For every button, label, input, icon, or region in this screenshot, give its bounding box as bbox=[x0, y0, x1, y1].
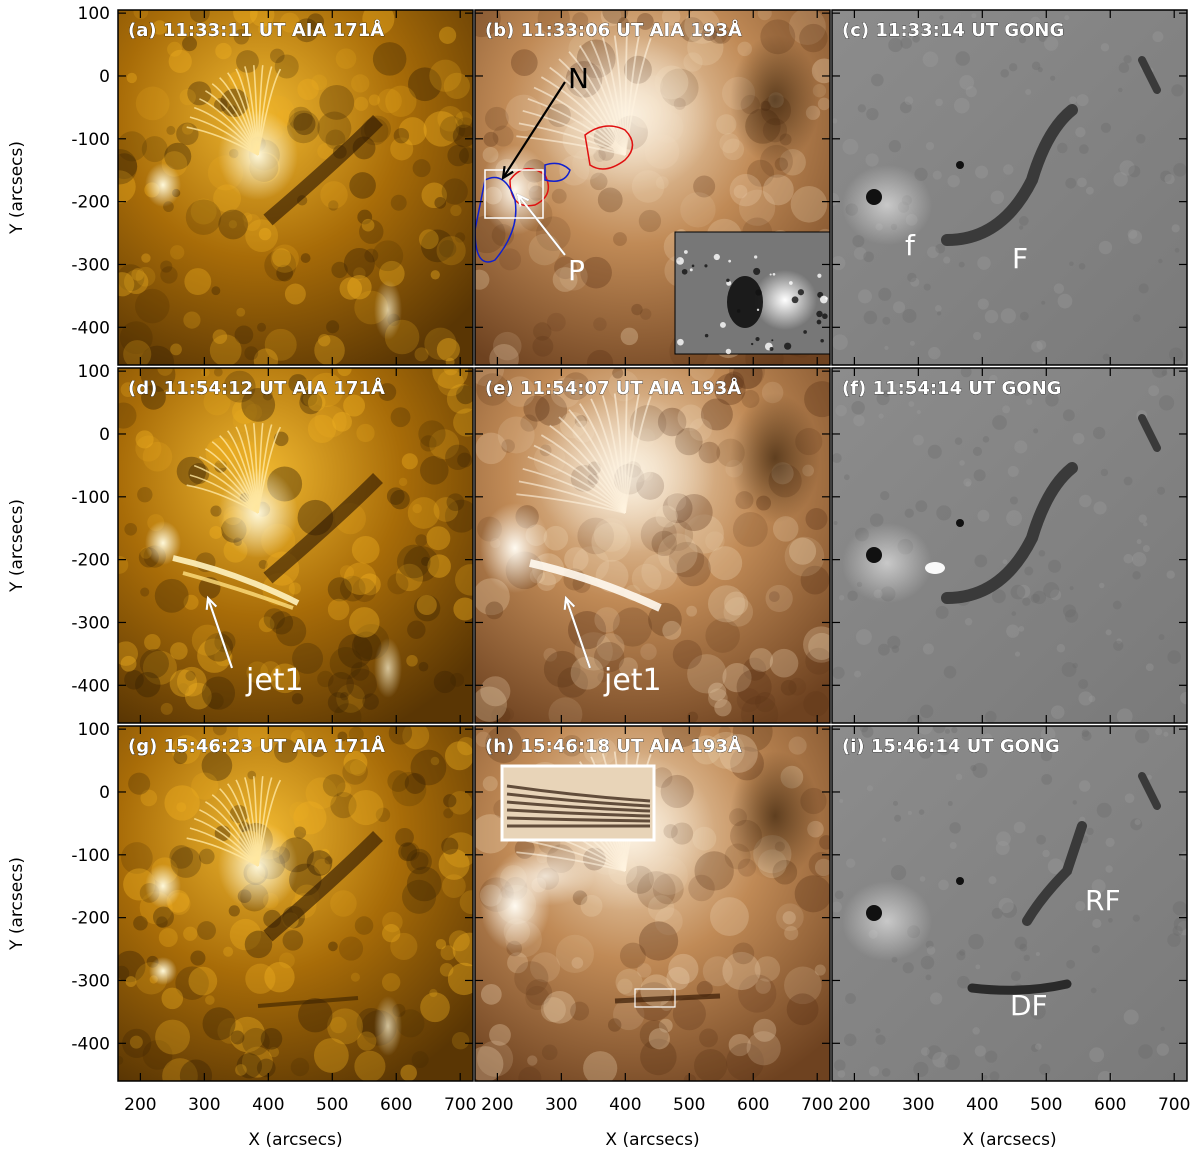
y-tick-label: 0 bbox=[99, 67, 110, 87]
label-P: P bbox=[568, 254, 585, 287]
panel-frame bbox=[474, 9, 831, 366]
x-tick-label: 600 bbox=[380, 1095, 412, 1115]
sunspot bbox=[866, 189, 882, 205]
x-tick-label: 300 bbox=[188, 1095, 220, 1115]
y-tick-label: -300 bbox=[71, 613, 110, 633]
arrow-P-white bbox=[517, 194, 566, 256]
sunspot bbox=[866, 905, 882, 921]
y-tick-label: -100 bbox=[71, 130, 110, 150]
x-tick-label: 200 bbox=[124, 1095, 156, 1115]
x-tick-label: 400 bbox=[609, 1095, 641, 1115]
y-tick-label: 100 bbox=[78, 4, 110, 24]
y-tick-label: 100 bbox=[78, 362, 110, 382]
label-RF: RF bbox=[1085, 884, 1121, 917]
y-tick-label: -200 bbox=[71, 909, 110, 929]
y-tick-label: -200 bbox=[71, 193, 110, 213]
panel-title-g: (g) 15:46:23 UT AIA 171Å bbox=[128, 734, 385, 757]
panel-title-a: (a) 11:33:11 UT AIA 171Å bbox=[128, 18, 384, 41]
panel-frame bbox=[117, 367, 474, 724]
remaining-filament bbox=[1022, 821, 1087, 926]
x-tick-label: 500 bbox=[316, 1095, 348, 1115]
y-tick-label: -300 bbox=[71, 255, 110, 275]
x-tick-label: 200 bbox=[481, 1095, 513, 1115]
y-axis-label: Y (arcsecs) bbox=[7, 857, 27, 951]
filament bbox=[941, 462, 1078, 604]
panel-i: (i) 15:46:14 UT GONG bbox=[831, 725, 1188, 1082]
panel-title-c: (c) 11:33:14 UT GONG bbox=[842, 20, 1064, 41]
y-tick-label: -400 bbox=[71, 1034, 110, 1054]
x-tick-label: 600 bbox=[1094, 1095, 1126, 1115]
x-axis-label: X (arcsecs) bbox=[962, 1130, 1056, 1150]
panel-frame bbox=[474, 367, 831, 724]
x-tick-label: 400 bbox=[252, 1095, 284, 1115]
panel-frame bbox=[117, 9, 474, 366]
panel-g: (g) 15:46:23 UT AIA 171Å bbox=[117, 725, 474, 1082]
y-tick-label: -300 bbox=[71, 971, 110, 991]
label-f: f bbox=[905, 229, 916, 262]
x-tick-label: 600 bbox=[737, 1095, 769, 1115]
y-tick-label: -400 bbox=[71, 318, 110, 338]
x-tick-label: 700 bbox=[444, 1095, 476, 1115]
y-tick-label: -100 bbox=[71, 488, 110, 508]
y-tick-label: 0 bbox=[99, 783, 110, 803]
panel-frame bbox=[474, 725, 831, 1082]
x-axis-label: X (arcsecs) bbox=[605, 1130, 699, 1150]
y-tick-label: -200 bbox=[71, 551, 110, 571]
x-tick-label: 500 bbox=[1030, 1095, 1062, 1115]
panel-b: (b) 11:33:06 UT AIA 193Å bbox=[474, 9, 831, 366]
panel-title-d: (d) 11:54:12 UT AIA 171Å bbox=[128, 376, 385, 399]
y-axis-label: Y (arcsecs) bbox=[7, 141, 27, 235]
positive-contour bbox=[584, 125, 634, 170]
panel-frame bbox=[831, 9, 1188, 366]
label-jet1-d: jet1 bbox=[245, 663, 304, 698]
label-jet1-e: jet1 bbox=[603, 663, 662, 698]
panel-frame bbox=[117, 725, 474, 1082]
x-tick-label: 500 bbox=[673, 1095, 705, 1115]
y-tick-label: -400 bbox=[71, 676, 110, 696]
zoom-region-box bbox=[634, 988, 676, 1008]
x-tick-label: 200 bbox=[838, 1095, 870, 1115]
panel-frame bbox=[831, 367, 1188, 724]
panel-f: (f) 11:54:14 UT GONG bbox=[831, 367, 1188, 724]
y-axis-label: Y (arcsecs) bbox=[7, 499, 27, 593]
arrow-jet1-e bbox=[564, 597, 592, 669]
x-tick-label: 400 bbox=[966, 1095, 998, 1115]
panel-d: (d) 11:54:12 UT AIA 171Å bbox=[117, 367, 474, 724]
region-box bbox=[484, 169, 544, 219]
label-N: N bbox=[568, 62, 589, 95]
panel-h: (h) 15:46:18 UT AIA 193Å bbox=[474, 725, 831, 1082]
panel-title-e: (e) 11:54:07 UT AIA 193Å bbox=[485, 376, 741, 399]
x-tick-label: 300 bbox=[902, 1095, 934, 1115]
x-tick-label: 700 bbox=[801, 1095, 833, 1115]
panel-title-b: (b) 11:33:06 UT AIA 193Å bbox=[485, 18, 742, 41]
sunspot bbox=[866, 547, 882, 563]
label-DF: DF bbox=[1010, 989, 1048, 1022]
x-tick-label: 700 bbox=[1158, 1095, 1190, 1115]
y-tick-label: 0 bbox=[99, 425, 110, 445]
panel-title-f: (f) 11:54:14 UT GONG bbox=[842, 378, 1061, 399]
arrow-jet1-d bbox=[206, 597, 234, 669]
panel-frame bbox=[831, 725, 1188, 1082]
negative-contour bbox=[475, 176, 517, 263]
filament bbox=[941, 104, 1078, 246]
panel-c: (c) 11:33:14 UT GONG bbox=[831, 9, 1188, 366]
x-tick-label: 300 bbox=[545, 1095, 577, 1115]
panel-a: (a) 11:33:11 UT AIA 171Å bbox=[117, 9, 474, 366]
label-F: F bbox=[1012, 242, 1028, 275]
y-tick-label: -100 bbox=[71, 846, 110, 866]
panel-title-i: (i) 15:46:14 UT GONG bbox=[842, 736, 1060, 757]
y-tick-label: 100 bbox=[78, 720, 110, 740]
panel-e: (e) 11:54:07 UT AIA 193Å bbox=[474, 367, 831, 724]
disrupted-filament bbox=[967, 979, 1072, 995]
x-axis-label: X (arcsecs) bbox=[248, 1130, 342, 1150]
arrow-N bbox=[502, 81, 566, 179]
panel-title-h: (h) 15:46:18 UT AIA 193Å bbox=[485, 734, 742, 757]
